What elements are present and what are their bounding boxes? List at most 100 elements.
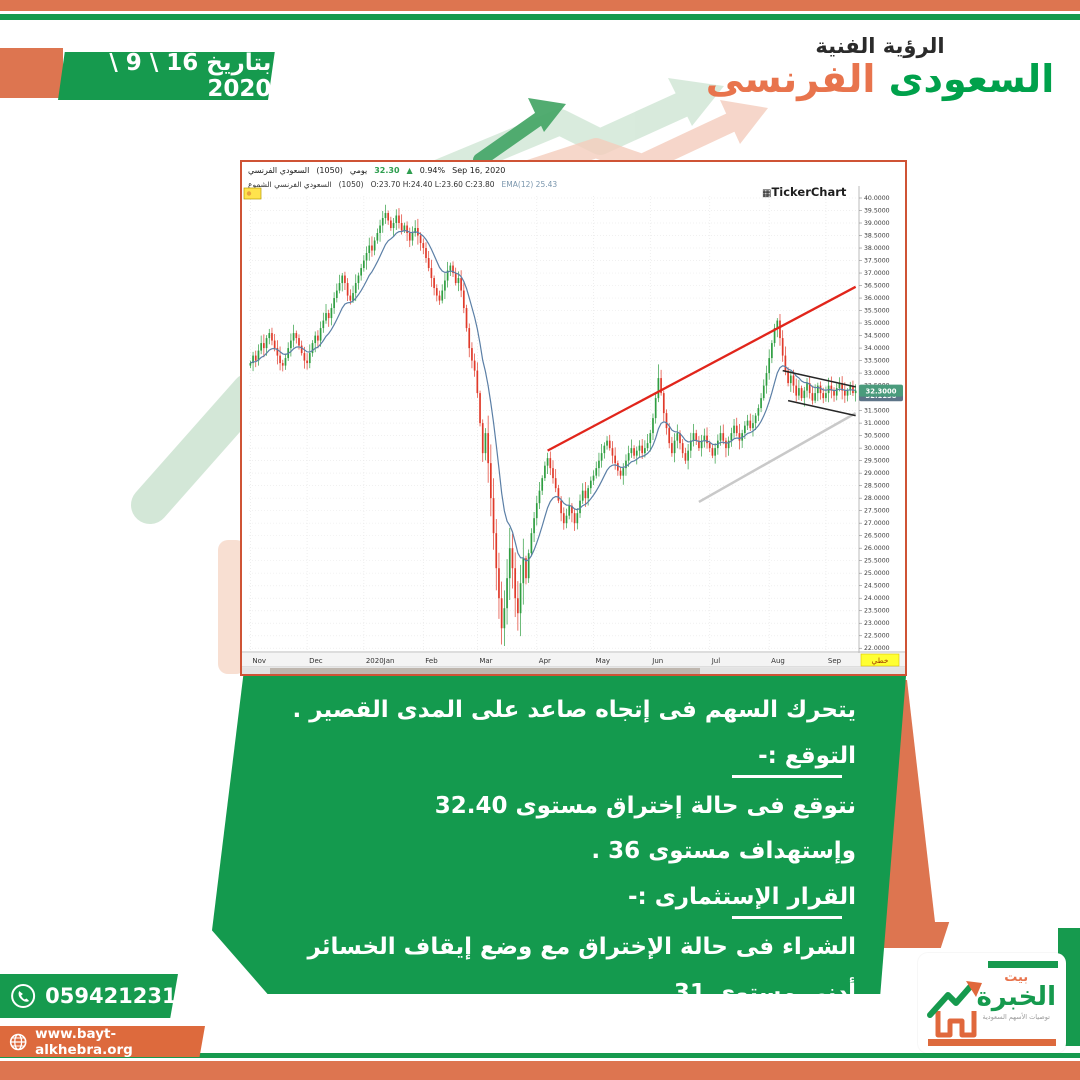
ohlc-values: O:23.70 H:24.40 L:23.60 C:23.80 — [370, 180, 495, 189]
svg-text:25.0000: 25.0000 — [864, 570, 890, 577]
svg-text:34.5000: 34.5000 — [864, 333, 890, 340]
website-url: www.bayt-alkhebra.org — [35, 1025, 133, 1058]
analysis-box: يتحرك السهم فى إتجاه صاعد على المدى القص… — [212, 676, 906, 994]
svg-text:36.5000: 36.5000 — [864, 283, 890, 290]
date-banner-accent — [0, 48, 63, 98]
svg-text:Aug: Aug — [771, 657, 785, 665]
period-label[interactable]: يومي — [349, 166, 368, 175]
tickerchart-screenshot: السعودي الفرنسي (1050) يومي 32.30 ▲ 0.94… — [240, 160, 907, 676]
yellow-tool-icon[interactable] — [243, 187, 262, 200]
svg-text:34.0000: 34.0000 — [864, 345, 890, 352]
svg-text:24.0000: 24.0000 — [864, 595, 890, 602]
svg-text:33.0000: 33.0000 — [864, 370, 890, 377]
scale-toggle[interactable]: خطي — [860, 653, 900, 667]
analysis-line: أدنى مستوى 31 . — [657, 979, 856, 1006]
trendline-resistance-red[interactable] — [547, 285, 857, 452]
svg-text:22.0000: 22.0000 — [864, 645, 890, 652]
analysis-text: يتحرك السهم فى إتجاه صاعد على المدى القص… — [256, 696, 856, 1006]
analysis-heading: القرار الإستثمارى :- — [627, 884, 856, 910]
logo-word-main: الخبرة — [976, 982, 1056, 1012]
svg-text:37.0000: 37.0000 — [864, 270, 890, 277]
scrollbar-thumb[interactable] — [270, 668, 700, 674]
svg-text:23.5000: 23.5000 — [864, 608, 890, 615]
logo-house-arrow-icon — [924, 977, 986, 1045]
svg-text:24.5000: 24.5000 — [864, 583, 890, 590]
whatsapp-banner[interactable]: 0594212312 — [0, 974, 191, 1018]
series-code: (1050) — [338, 180, 364, 189]
svg-text:Mar: Mar — [479, 657, 492, 665]
svg-text:29.0000: 29.0000 — [864, 470, 890, 477]
svg-text:29.5000: 29.5000 — [864, 458, 890, 465]
orange-chip-shape — [888, 922, 950, 948]
analysis-line: وإستهداف مستوى 36 . — [591, 838, 856, 865]
phone-number: 0594212312 — [45, 984, 192, 1008]
title-main: السعودى الفرنسى — [705, 57, 1055, 101]
svg-text:36.0000: 36.0000 — [864, 295, 890, 302]
svg-text:27.5000: 27.5000 — [864, 508, 890, 515]
up-arrow-icon: ▲ — [406, 166, 413, 175]
svg-text:23.0000: 23.0000 — [864, 620, 890, 627]
bayt-alkhebra-logo: بيت الخبرة توصيات الأسهم السعودية — [918, 953, 1066, 1053]
logo-orange-bar — [928, 1039, 1056, 1046]
svg-text:35.0000: 35.0000 — [864, 320, 890, 327]
underline-divider — [732, 915, 842, 919]
quote-date: Sep 16, 2020 — [452, 166, 506, 175]
price-axis: 22.0000 22.5000 23.0000 23.5000 24.0000 24.50… — [859, 195, 890, 652]
svg-text:Jun: Jun — [651, 657, 663, 665]
analysis-line: يتحرك السهم فى إتجاه صاعد على المدى القص… — [292, 697, 856, 723]
candlestick-plot[interactable]: 22.0000 22.5000 23.0000 23.5000 24.0000 24.50… — [242, 162, 905, 674]
svg-text:Feb: Feb — [425, 657, 438, 665]
svg-text:38.0000: 38.0000 — [864, 245, 890, 252]
symbol-code: (1050) — [316, 166, 343, 175]
svg-text:28.0000: 28.0000 — [864, 495, 890, 502]
symbol-name: السعودي الفرنسي — [248, 166, 310, 175]
whatsapp-icon — [10, 983, 36, 1009]
svg-text:30.5000: 30.5000 — [864, 433, 890, 440]
svg-text:Jul: Jul — [711, 657, 721, 665]
trendline-support-gray[interactable] — [698, 412, 857, 504]
gridlines — [249, 196, 857, 652]
svg-text:Nov: Nov — [252, 657, 266, 665]
page-title: الرؤية الفنية السعودى الفرنسى — [690, 34, 1070, 102]
tickerchart-watermark: ▦TickerChart — [762, 185, 847, 199]
svg-text:26.5000: 26.5000 — [864, 533, 890, 540]
logo-word-top: بيت — [1004, 970, 1029, 985]
svg-text:40.0000: 40.0000 — [864, 195, 890, 202]
tickerchart-logo-icon: ▦ — [762, 188, 772, 199]
analysis-line: نتوقع فى حالة إختراق مستوى 32.40 — [434, 792, 856, 819]
svg-text:39.5000: 39.5000 — [864, 208, 890, 215]
svg-text:خطي: خطي — [871, 656, 888, 665]
svg-text:39.0000: 39.0000 — [864, 220, 890, 227]
trendline-flag-lower[interactable] — [787, 399, 856, 417]
svg-text:33.5000: 33.5000 — [864, 358, 890, 365]
svg-text:27.0000: 27.0000 — [864, 520, 890, 527]
svg-text:31.5000: 31.5000 — [864, 408, 890, 415]
date-text: بتاريخ 16 \ 9 \ 2020 — [109, 50, 272, 102]
svg-text:May: May — [596, 657, 610, 665]
underline-divider — [732, 774, 842, 778]
ema-value: EMA(12) 25.43 — [501, 180, 558, 189]
last-price: 32.30 — [374, 166, 400, 175]
chart-info-line2: السعودي الفرنسي الشموع (1050) O:23.70 H:… — [248, 180, 557, 189]
trendline-flag-upper[interactable] — [782, 369, 856, 388]
bottom-green-bar — [0, 1053, 1080, 1058]
title-subtitle: الرؤية الفنية — [815, 34, 945, 58]
logo-green-bar — [988, 961, 1058, 968]
svg-text:35.5000: 35.5000 — [864, 308, 890, 315]
svg-text:31.0000: 31.0000 — [864, 420, 890, 427]
svg-text:2020Jan: 2020Jan — [366, 657, 395, 665]
svg-text:30.0000: 30.0000 — [864, 445, 890, 452]
series-name: السعودي الفرنسي الشموع — [248, 180, 332, 189]
date-banner: بتاريخ 16 \ 9 \ 2020 — [58, 50, 275, 102]
website-banner[interactable]: www.bayt-alkhebra.org — [0, 1025, 206, 1058]
svg-text:Dec: Dec — [309, 657, 323, 665]
svg-text:32.3000: 32.3000 — [866, 388, 897, 396]
top-orange-bar — [0, 0, 1080, 11]
svg-text:Sep: Sep — [828, 657, 842, 665]
svg-text:Apr: Apr — [539, 657, 551, 665]
candles — [249, 204, 857, 646]
analysis-line: الشراء فى حالة الإختراق مع وضع إيقاف الخ… — [307, 933, 856, 960]
globe-icon — [9, 1033, 27, 1051]
top-green-bar — [0, 14, 1080, 20]
svg-text:22.5000: 22.5000 — [864, 633, 890, 640]
